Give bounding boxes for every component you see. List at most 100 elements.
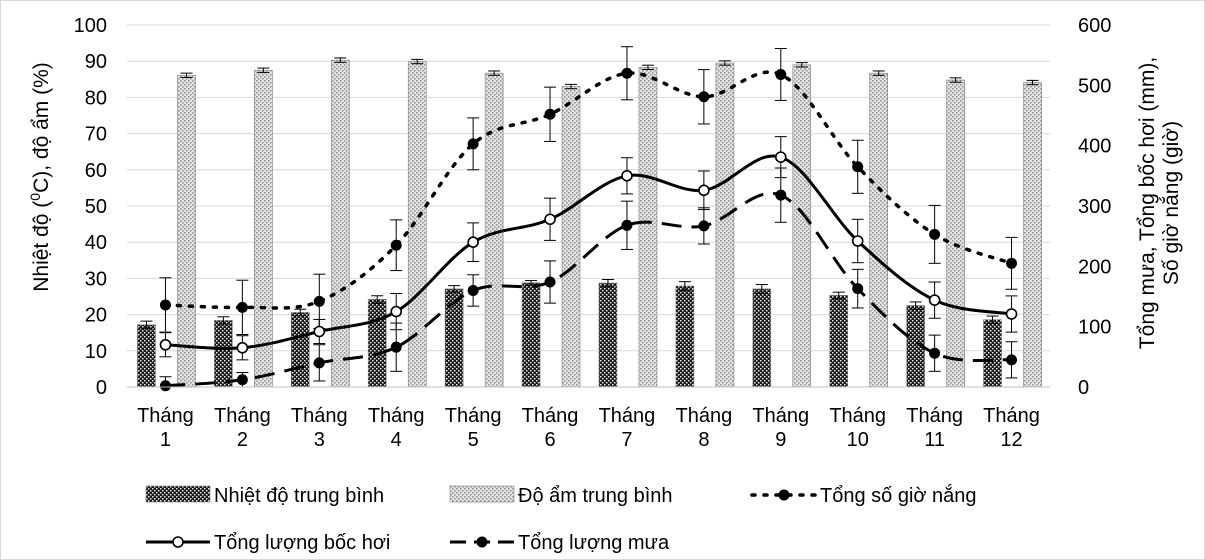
line-point	[390, 305, 403, 318]
bar	[177, 75, 196, 388]
bar	[869, 72, 889, 388]
x-tick-label: Tháng 6	[522, 405, 579, 451]
line-point	[313, 357, 325, 369]
legend-swatch	[449, 485, 515, 503]
line-point	[775, 189, 787, 201]
y-left-tick-label: 70	[85, 124, 107, 146]
y-right-tick-label: 400	[1078, 136, 1111, 158]
line-point	[159, 380, 171, 392]
bar	[638, 67, 658, 388]
line-point	[467, 236, 479, 248]
y-left-tick-label: 90	[85, 51, 107, 73]
bar	[290, 312, 310, 388]
y-left-tick-label: 0	[96, 377, 107, 399]
line-point	[775, 68, 787, 80]
line-point	[929, 347, 941, 359]
bars	[137, 57, 1042, 388]
line-point	[1005, 308, 1018, 320]
line-point	[467, 284, 479, 296]
x-tick-label: Tháng 2	[214, 405, 271, 451]
legend-marker	[172, 536, 184, 548]
bar	[983, 319, 1002, 388]
legend-label: Tổng số giờ nắng	[820, 484, 977, 507]
x-axis: Tháng 1 Tháng 2 Tháng 3 Tháng 4 Tháng 5 Tháng 6 Thán…	[127, 386, 1050, 451]
x-tick-label: Tháng 8	[676, 405, 733, 451]
line-point	[313, 325, 326, 338]
line-point	[929, 228, 941, 240]
bar	[367, 299, 387, 388]
y-right-tick-label: 0	[1078, 377, 1089, 399]
bar	[1023, 82, 1042, 388]
line-point	[698, 220, 710, 232]
line-point	[774, 151, 787, 163]
x-tick-label: Tháng 9	[752, 405, 809, 451]
line-point	[236, 301, 248, 313]
x-tick-label: Tháng 3	[291, 405, 348, 451]
x-tick-label: Tháng 12	[983, 405, 1040, 451]
line-point	[544, 213, 556, 226]
bar	[675, 285, 695, 388]
line-point	[390, 341, 402, 353]
bar	[829, 295, 849, 388]
x-tick-label: Tháng 7	[599, 405, 656, 451]
line-point	[621, 170, 633, 182]
line-point	[236, 341, 249, 354]
right-axis: 0 100 200 300 400 500 600	[1078, 15, 1111, 399]
left-axis: 0 10 20 30 40 50 60 70 80 90 100	[74, 15, 107, 399]
lines	[159, 46, 1018, 392]
line-point	[544, 276, 556, 288]
legend-swatch	[145, 485, 211, 503]
line-point	[390, 239, 402, 251]
bar	[561, 86, 581, 388]
y-right-tick-label: 100	[1078, 317, 1111, 339]
line-point	[621, 67, 633, 79]
y-left-tick-label: 20	[85, 305, 107, 327]
legend-label: Tổng lượng mưa	[518, 532, 670, 554]
line-point	[313, 295, 325, 307]
x-tick-label: Tháng 11	[906, 405, 963, 451]
legend-marker	[778, 489, 790, 501]
line-point	[698, 184, 710, 197]
bar	[752, 288, 772, 388]
y-right-tick-label: 200	[1078, 256, 1111, 278]
y-left-tick-label: 30	[85, 268, 107, 290]
y-left-tick-label: 80	[85, 87, 107, 109]
y-right-tick-label: 600	[1078, 15, 1111, 37]
y-left-tick-label: 60	[85, 160, 107, 182]
bar	[521, 282, 541, 388]
legend-label: Tổng lượng bốc hơi	[214, 532, 390, 554]
x-tick-label: Tháng 4	[368, 405, 425, 451]
line-point	[159, 338, 172, 351]
line-point	[928, 294, 941, 306]
line-point	[851, 235, 864, 247]
y-right-tick-label: 300	[1078, 196, 1111, 218]
x-tick-label: Tháng 1	[137, 405, 194, 451]
y-left-tick-label: 40	[85, 232, 107, 254]
legend-marker	[476, 536, 488, 548]
y-axis-right-title: Tổng mưa, Tổng bốc hơi (mm),Số giờ nắng …	[1136, 57, 1183, 349]
line-point	[159, 299, 171, 311]
y-axis-left-title: Nhiệt độ (0C), độ ẩm (%)	[27, 62, 53, 292]
line-point	[852, 283, 864, 295]
y-left-tick-label: 10	[85, 341, 107, 363]
line-point	[621, 219, 633, 231]
line-point	[236, 374, 248, 386]
bar	[330, 59, 350, 388]
x-tick-label: Tháng 10	[829, 405, 886, 451]
legend-label: Nhiệt độ trung bình	[214, 485, 384, 507]
bar	[715, 62, 735, 388]
line-point	[698, 91, 710, 103]
y-left-tick-label: 50	[85, 196, 107, 218]
line-point	[1006, 257, 1018, 269]
bar	[254, 69, 273, 388]
y-right-tick-label: 500	[1078, 75, 1111, 97]
bar	[214, 320, 233, 388]
line-point	[467, 138, 479, 150]
bar	[946, 79, 965, 388]
x-tick-label: Tháng 5	[445, 405, 502, 451]
legend: Nhiệt độ trung bình Độ ẩm trung bình Tổng …	[145, 484, 977, 554]
line-point	[852, 161, 864, 173]
line-point	[544, 108, 556, 120]
y-left-tick-label: 100	[74, 15, 107, 37]
